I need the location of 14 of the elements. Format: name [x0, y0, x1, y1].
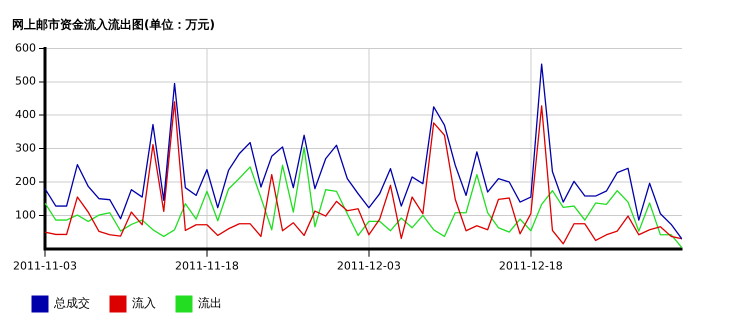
chart-title: 网上邮市资金流入流出图(单位：万元)	[12, 17, 215, 32]
y-tick-label: 100	[14, 208, 36, 222]
x-tick-label: 2011-12-03	[336, 259, 401, 272]
y-tick-label: 600	[14, 41, 36, 54]
legend-label: 流入	[132, 296, 156, 310]
x-tick-label: 2011-11-03	[13, 259, 77, 272]
y-tick-label: 300	[14, 141, 36, 154]
legend-label: 流出	[198, 296, 222, 310]
legend-label: 总成交	[53, 296, 90, 310]
x-tick-label: 2011-12-18	[498, 259, 563, 272]
x-tick-label: 2011-11-18	[174, 259, 239, 272]
y-tick-label: 200	[14, 174, 36, 188]
y-tick-label: 400	[14, 108, 36, 122]
y-tick-label: 500	[14, 74, 36, 88]
